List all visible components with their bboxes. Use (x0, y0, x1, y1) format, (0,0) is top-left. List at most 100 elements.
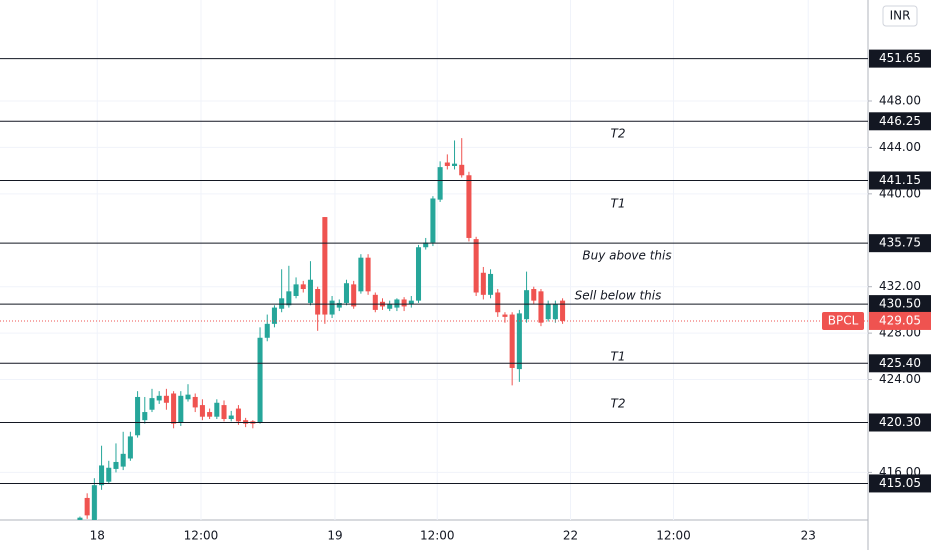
candle-body (178, 395, 184, 423)
candle-body (185, 394, 191, 400)
candle-body (552, 304, 558, 320)
x-tick-label: 18 (90, 529, 105, 543)
level-label: 430.50 (879, 297, 921, 311)
level-label: 425.40 (879, 356, 921, 370)
level-label-box (869, 112, 931, 131)
candle-body (560, 300, 566, 321)
x-tick-label: 22 (563, 529, 578, 543)
candle-body (372, 294, 378, 310)
candle-body (257, 337, 263, 423)
annotation: T2 (611, 127, 626, 141)
candle-body (279, 298, 285, 309)
candle-body (444, 162, 450, 166)
x-tick-label: 19 (327, 529, 342, 543)
candle-body (509, 314, 515, 368)
candle-body (84, 497, 90, 516)
candle-body (192, 396, 198, 408)
candle-body (307, 279, 313, 303)
annotation: T2 (611, 397, 626, 411)
annotation: Buy above this (582, 249, 671, 263)
level-label: 451.65 (879, 51, 921, 65)
candle-body (235, 408, 241, 422)
y-tick-label: 440.00 (879, 186, 921, 200)
candle-body (415, 247, 422, 301)
candle-body (488, 273, 494, 295)
y-tick-label: 424.00 (879, 372, 921, 386)
candle-body (149, 398, 155, 410)
currency-box[interactable] (882, 5, 918, 27)
candle-body (502, 314, 508, 317)
candle-body (480, 272, 486, 295)
candle-body (437, 167, 443, 200)
candle-body (538, 291, 544, 323)
currency: INR (890, 9, 911, 23)
candle-body (408, 300, 414, 305)
candle-body (264, 323, 270, 338)
candle-body (524, 290, 530, 320)
level-label-box (869, 234, 931, 253)
candle-body (293, 284, 299, 296)
annotation: T1 (611, 350, 626, 364)
candle-body (401, 299, 407, 307)
level-label-box (869, 295, 931, 314)
candle-body (423, 242, 429, 248)
level-label: 415.05 (879, 476, 921, 490)
level-label-box (869, 171, 931, 190)
annotation: Sell below this (575, 289, 662, 303)
candle-body (77, 517, 83, 520)
x-tick-label: 12:00 (420, 529, 455, 543)
last-price-label: 429.05 (879, 313, 921, 327)
candle-body (452, 163, 458, 166)
level-label: 420.30 (879, 415, 921, 429)
candle-body (329, 300, 335, 315)
candle-body (495, 292, 501, 313)
x-tick-label: 12:00 (656, 529, 691, 543)
x-tick-label: 23 (801, 529, 816, 543)
level-label-box (869, 474, 931, 493)
candle-body (531, 289, 537, 301)
candle-body (286, 291, 292, 306)
candle-body (394, 299, 400, 308)
level-label: 441.15 (879, 173, 921, 187)
annotation: T1 (611, 197, 626, 211)
candle-body (336, 302, 342, 308)
level-label: 446.25 (879, 114, 921, 128)
y-tick-label: 444.00 (879, 140, 921, 154)
candle-body (199, 405, 205, 417)
candle-body (214, 402, 220, 417)
x-tick-label: 12:00 (184, 529, 219, 543)
candle-body (207, 412, 213, 417)
candle-body (243, 420, 249, 424)
candle-body (113, 461, 119, 469)
plot-area (0, 0, 868, 520)
y-tick-label: 432.00 (879, 279, 921, 293)
candle-body (228, 415, 234, 420)
candle-body (135, 396, 141, 436)
candle-body (221, 405, 227, 420)
candle-body (351, 284, 357, 307)
candle-body (120, 453, 126, 467)
level-label-box (869, 49, 931, 68)
candle-body (545, 304, 551, 320)
candle-body (163, 395, 169, 403)
candle-body (473, 239, 479, 293)
candle-body (142, 412, 148, 421)
candle-body (300, 284, 306, 290)
candle-body (358, 257, 364, 292)
symbol-box (822, 311, 864, 330)
candle-body (271, 307, 277, 324)
level-label-box (869, 354, 931, 373)
candle-body (459, 164, 465, 176)
candle-body (156, 395, 162, 401)
level-label-box (869, 413, 931, 432)
y-tick-label: 448.00 (879, 93, 921, 107)
candle-body (315, 289, 321, 315)
candle-body (171, 393, 177, 424)
candle-body (516, 313, 522, 370)
candle-body (127, 436, 133, 459)
symbol-label: BPCL (828, 313, 859, 327)
candle-body (387, 304, 393, 309)
level-label: 435.75 (879, 236, 921, 250)
